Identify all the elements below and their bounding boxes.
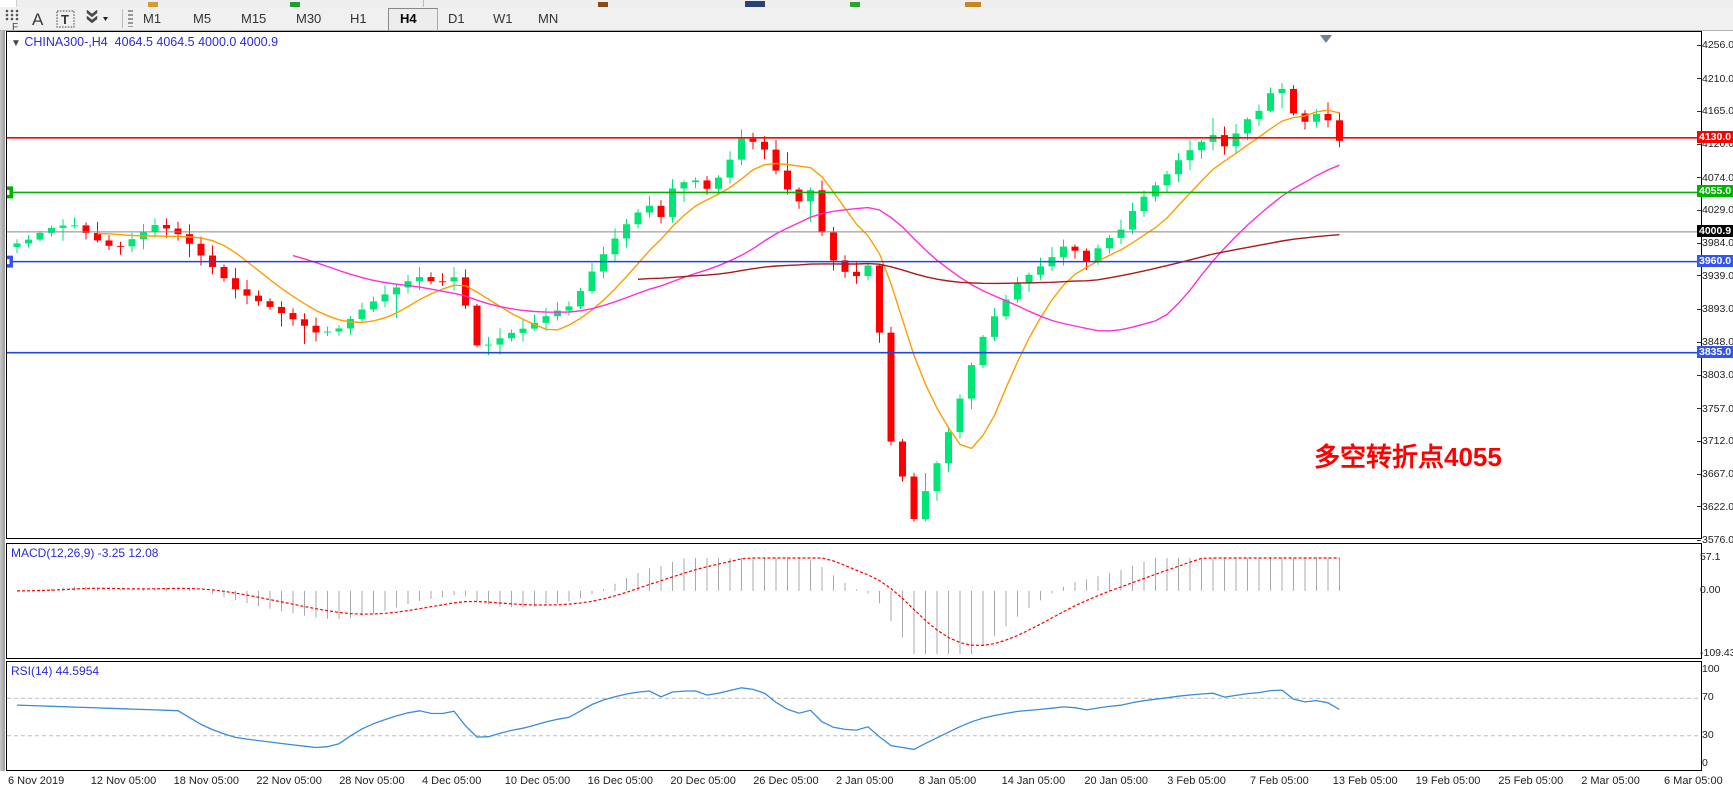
svg-text:F: F <box>12 22 18 31</box>
svg-text:T: T <box>61 12 69 27</box>
